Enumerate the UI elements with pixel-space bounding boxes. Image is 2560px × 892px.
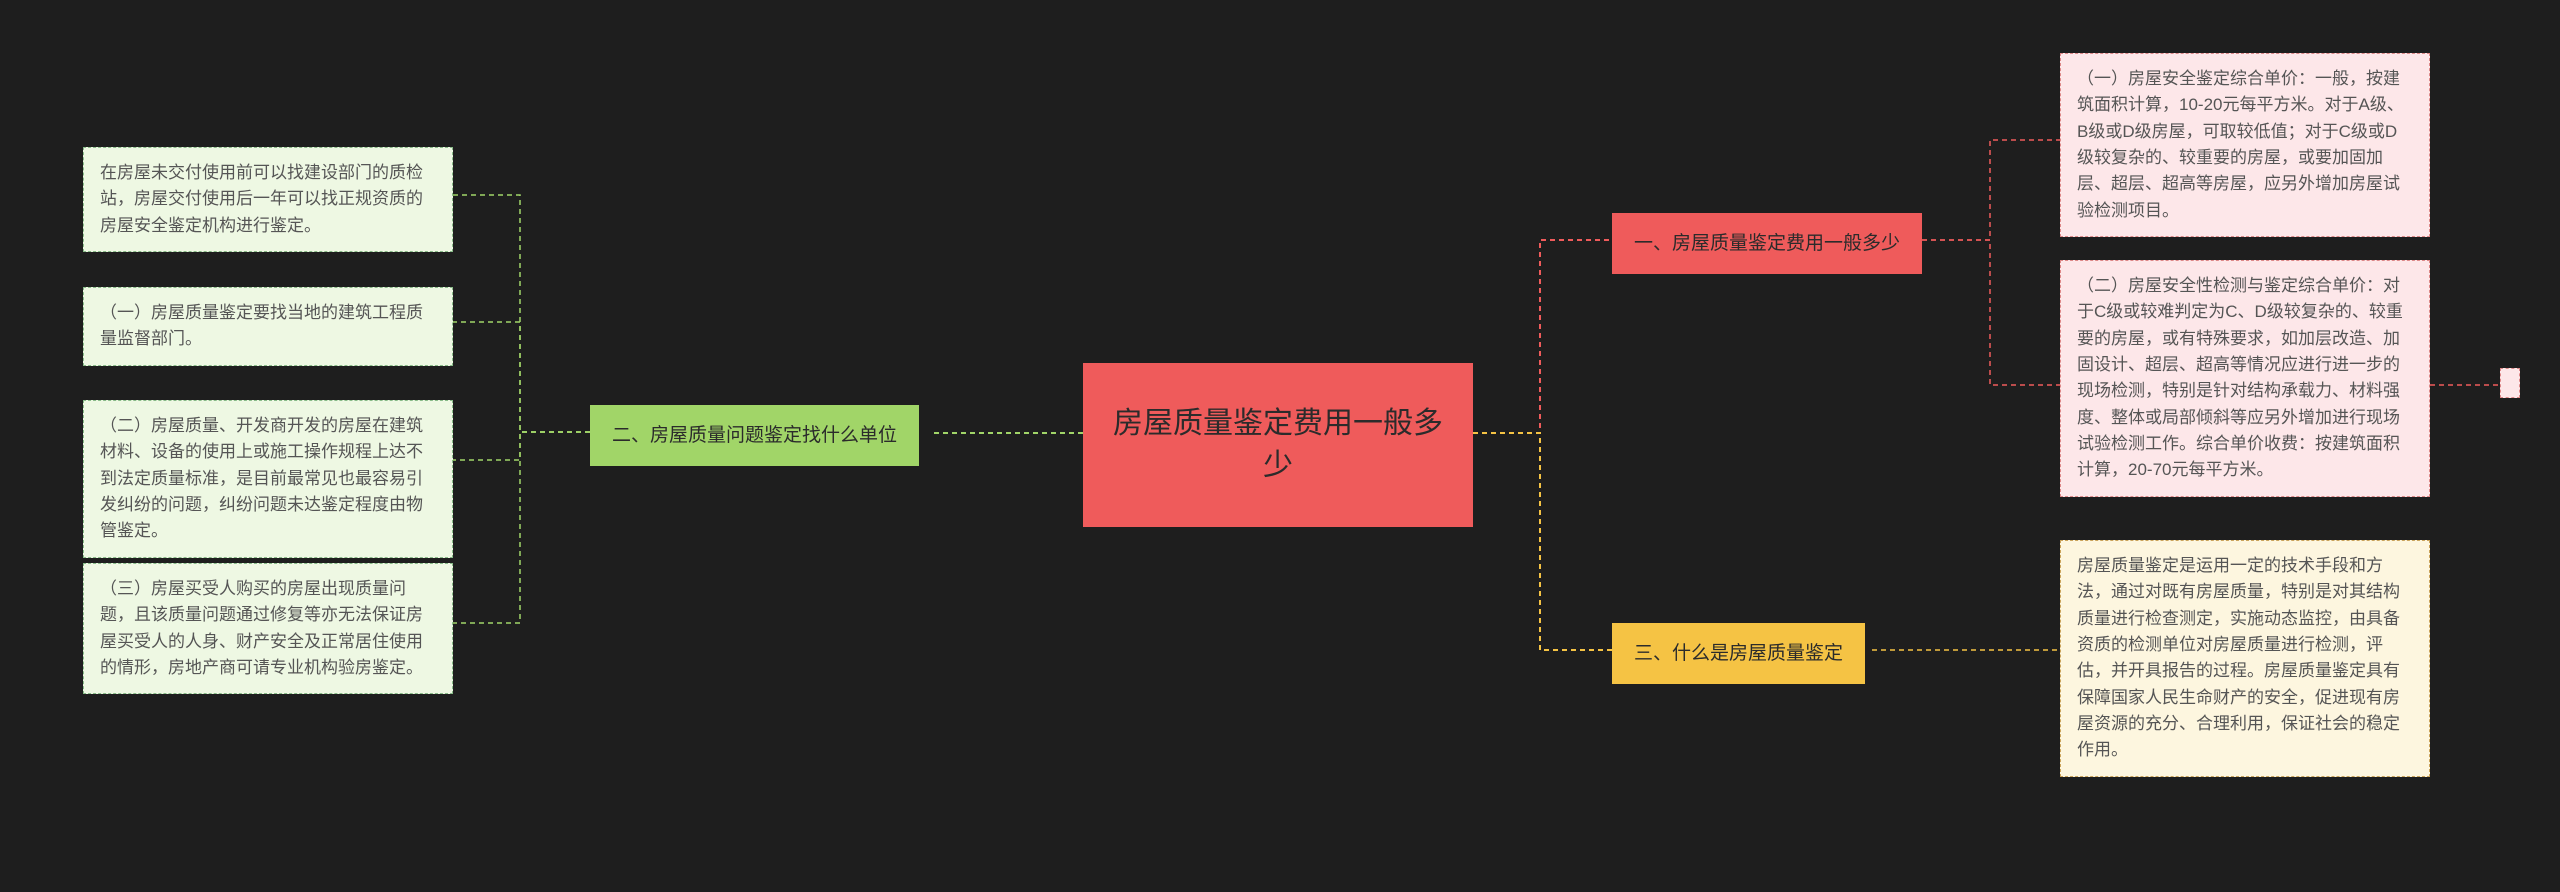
leaf-node-1-2-extra[interactable] [2500,368,2520,398]
leaf-node-2-1[interactable]: 在房屋未交付使用前可以找建设部门的质检站，房屋交付使用后一年可以找正规资质的房屋… [83,147,453,252]
leaf-node-2-2[interactable]: （一）房屋质量鉴定要找当地的建筑工程质量监督部门。 [83,287,453,366]
branch-node-3[interactable]: 三、什么是房屋质量鉴定 [1612,623,1865,684]
leaf-node-1-1[interactable]: （一）房屋安全鉴定综合单价：一般，按建筑面积计算，10-20元每平方米。对于A级… [2060,53,2430,237]
leaf-node-3-1[interactable]: 房屋质量鉴定是运用一定的技术手段和方法，通过对既有房屋质量，特别是对其结构质量进… [2060,540,2430,777]
branch-node-2[interactable]: 二、房屋质量问题鉴定找什么单位 [590,405,919,466]
leaf-node-2-4[interactable]: （三）房屋买受人购买的房屋出现质量问题，且该质量问题通过修复等亦无法保证房屋买受… [83,563,453,694]
branch-node-1[interactable]: 一、房屋质量鉴定费用一般多少 [1612,213,1922,274]
leaf-node-2-3[interactable]: （二）房屋质量、开发商开发的房屋在建筑材料、设备的使用上或施工操作规程上达不到法… [83,400,453,558]
leaf-node-1-2[interactable]: （二）房屋安全性检测与鉴定综合单价：对于C级或较难判定为C、D级较复杂的、较重要… [2060,260,2430,497]
center-node[interactable]: 房屋质量鉴定费用一般多少 [1083,363,1473,527]
